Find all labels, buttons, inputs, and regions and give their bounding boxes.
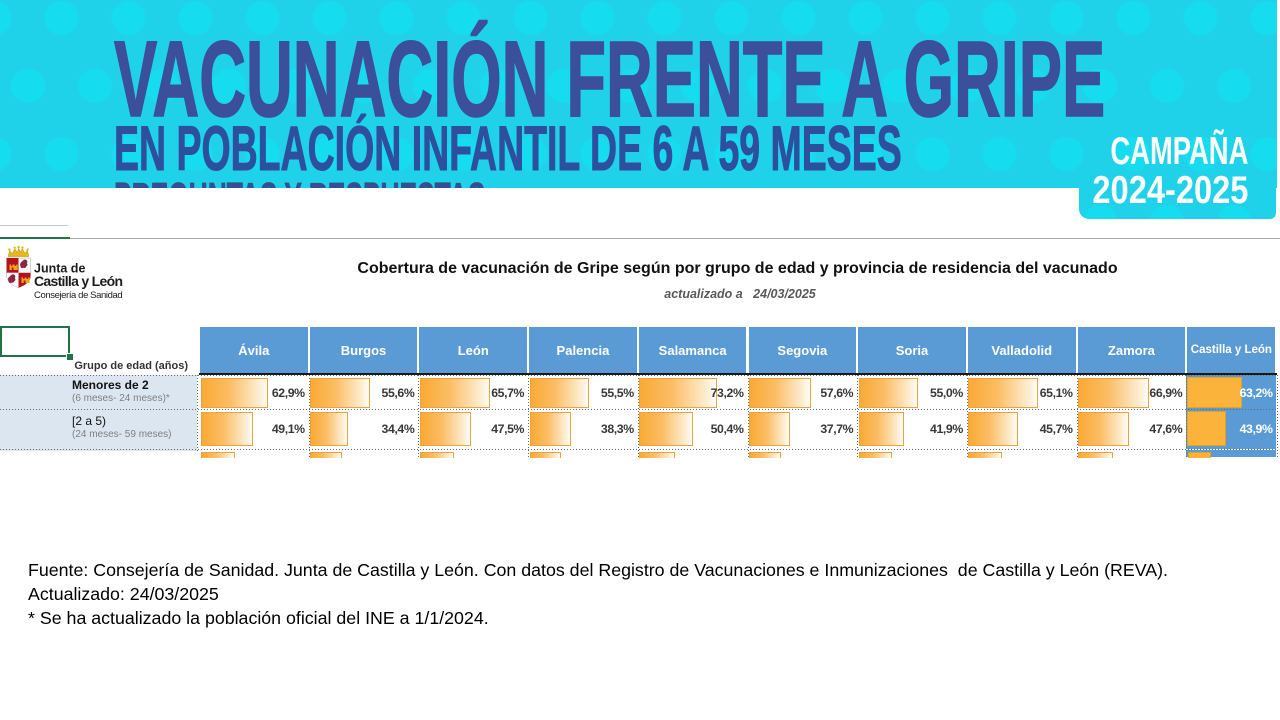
svg-text:Castilla y León: Castilla y León [34,273,122,289]
svg-text:Consejería de Sanidad: Consejería de Sanidad [34,290,122,301]
svg-text:Junta de: Junta de [34,262,85,276]
